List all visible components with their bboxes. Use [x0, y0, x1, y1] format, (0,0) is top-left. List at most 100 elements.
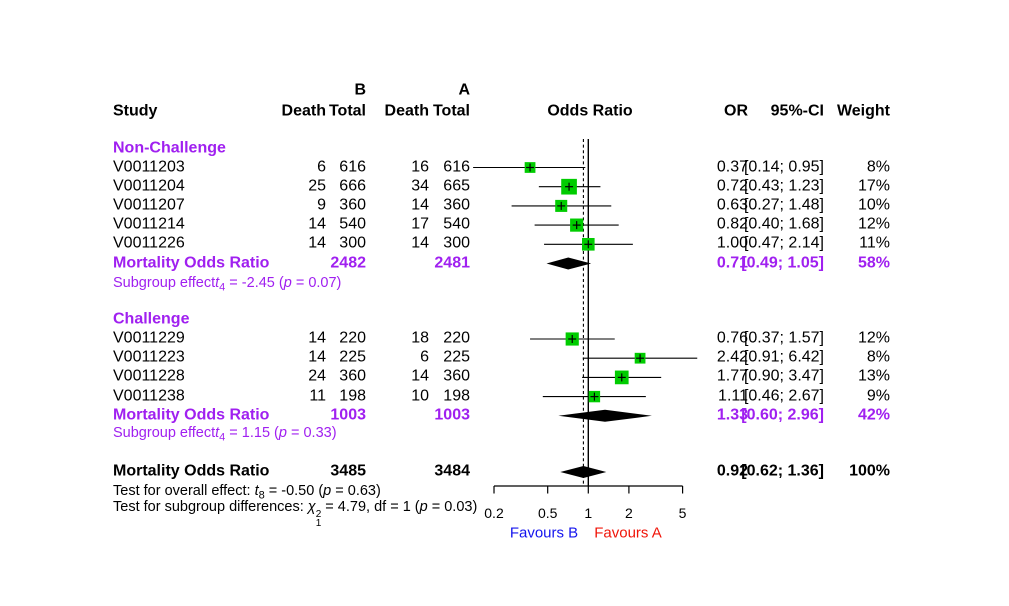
death-a-value: 34	[411, 177, 429, 195]
col-header-group-b: B	[354, 81, 366, 99]
col-header-odds-ratio: Odds Ratio	[547, 102, 633, 120]
weight-value: 8%	[866, 158, 890, 176]
subgroup-or: 1.33	[716, 406, 748, 424]
favours-b-label: Favours B	[509, 524, 579, 542]
weight-value: 12%	[857, 329, 890, 347]
death-a-value: 10	[411, 387, 429, 405]
study-label: V0011238	[113, 387, 185, 405]
subgroup-label: Non-Challenge	[113, 139, 226, 157]
col-header-or: OR	[724, 102, 748, 120]
overall-total-a: 3484	[434, 462, 470, 480]
subgroup-total-b: 1003	[330, 406, 366, 424]
death-b-value: 14	[308, 329, 326, 347]
test-note: Test for overall effect: t8 = -0.50 (p =…	[113, 482, 381, 502]
weight-value: 8%	[866, 348, 890, 366]
subgroup-or: 0.71	[716, 254, 748, 272]
total-b-value: 225	[339, 348, 366, 366]
death-a-value: 17	[411, 215, 429, 233]
study-label: V0011226	[113, 234, 185, 252]
or-value: 1.77	[716, 367, 748, 385]
death-a-value: 14	[411, 234, 429, 252]
subgroup-label: Challenge	[113, 310, 190, 328]
death-b-value: 14	[308, 234, 326, 252]
total-a-value: 198	[443, 387, 470, 405]
study-label: V0011228	[113, 367, 185, 385]
col-header-group-a: A	[458, 81, 470, 99]
study-label: V0011214	[113, 215, 185, 233]
total-b-value: 666	[339, 177, 366, 195]
ci-value: [0.14; 0.95]	[743, 158, 824, 176]
total-a-value: 225	[443, 348, 470, 366]
or-value: 0.72	[716, 177, 748, 195]
axis-tick-label: 0.2	[484, 505, 504, 521]
subgroup-diamond	[558, 409, 652, 422]
subgroup-total-a: 2481	[434, 254, 470, 272]
study-label: V0011223	[113, 348, 185, 366]
overall-diamond	[560, 466, 607, 478]
axis-tick-label: 0.5	[537, 505, 558, 521]
total-b-value: 198	[339, 387, 366, 405]
favours-a-label: Favours A	[594, 524, 662, 542]
or-value: 1.00	[716, 234, 748, 252]
ci-value: [0.46; 2.67]	[743, 387, 824, 405]
total-b-value: 360	[339, 196, 366, 214]
death-b-value: 14	[308, 215, 326, 233]
col-header-study: Study	[113, 102, 158, 120]
weight-value: 12%	[857, 215, 890, 233]
total-a-value: 360	[443, 367, 470, 385]
death-a-value: 14	[411, 367, 429, 385]
subgroup-diamond	[546, 257, 592, 270]
subgroup-ci: [0.60; 2.96]	[741, 406, 824, 424]
ci-value: [0.91; 6.42]	[743, 348, 824, 366]
ci-value: [0.40; 1.68]	[743, 215, 824, 233]
ci-value: [0.37; 1.57]	[743, 329, 824, 347]
subgroup-ci: [0.49; 1.05]	[741, 254, 824, 272]
death-b-value: 6	[317, 158, 326, 176]
subgroup-total-b: 2482	[330, 254, 366, 272]
col-header-total-a: Total	[432, 102, 470, 120]
ci-value: [0.43; 1.23]	[743, 177, 824, 195]
ci-value: [0.27; 1.48]	[743, 196, 824, 214]
subgroup-effect-note: Subgroup effectt4 = 1.15 (p = 0.33)	[113, 424, 337, 444]
or-value: 0.37	[716, 158, 748, 176]
or-value: 0.82	[716, 215, 748, 233]
overall-total-b: 3485	[330, 462, 366, 480]
total-b-value: 300	[339, 234, 366, 252]
total-b-value: 360	[339, 367, 366, 385]
subgroup-summary-label: Mortality Odds Ratio	[113, 254, 270, 272]
total-a-value: 616	[443, 158, 470, 176]
total-a-value: 665	[443, 177, 470, 195]
death-a-value: 6	[420, 348, 429, 366]
study-label: V0011204	[113, 177, 185, 195]
death-a-value: 18	[411, 329, 429, 347]
subgroup-weight: 42%	[857, 406, 890, 424]
axis-tick-label: 2	[625, 505, 633, 521]
col-header-death-a: Death	[384, 102, 429, 120]
subgroup-effect-note: Subgroup effectt4 = -2.45 (p = 0.07)	[113, 274, 342, 294]
total-a-value: 360	[443, 196, 470, 214]
overall-or: 0.92	[716, 462, 748, 480]
death-b-value: 25	[308, 177, 326, 195]
overall-ci: [0.62; 1.36]	[741, 462, 824, 480]
total-a-value: 220	[443, 329, 470, 347]
total-a-value: 300	[443, 234, 470, 252]
death-b-value: 14	[308, 348, 326, 366]
death-b-value: 9	[317, 196, 326, 214]
weight-value: 17%	[857, 177, 890, 195]
total-b-value: 220	[339, 329, 366, 347]
weight-value: 11%	[859, 234, 890, 252]
weight-value: 13%	[857, 367, 890, 385]
col-header-total-b: Total	[328, 102, 366, 120]
total-b-value: 540	[339, 215, 366, 233]
axis-tick-label: 1	[584, 505, 593, 521]
axis-tick-label: 5	[678, 505, 687, 521]
ci-value: [0.47; 2.14]	[743, 234, 824, 252]
death-a-value: 14	[411, 196, 429, 214]
ci-value: [0.90; 3.47]	[743, 367, 824, 385]
subgroup-weight: 58%	[857, 254, 890, 272]
or-value: 0.76	[716, 329, 748, 347]
